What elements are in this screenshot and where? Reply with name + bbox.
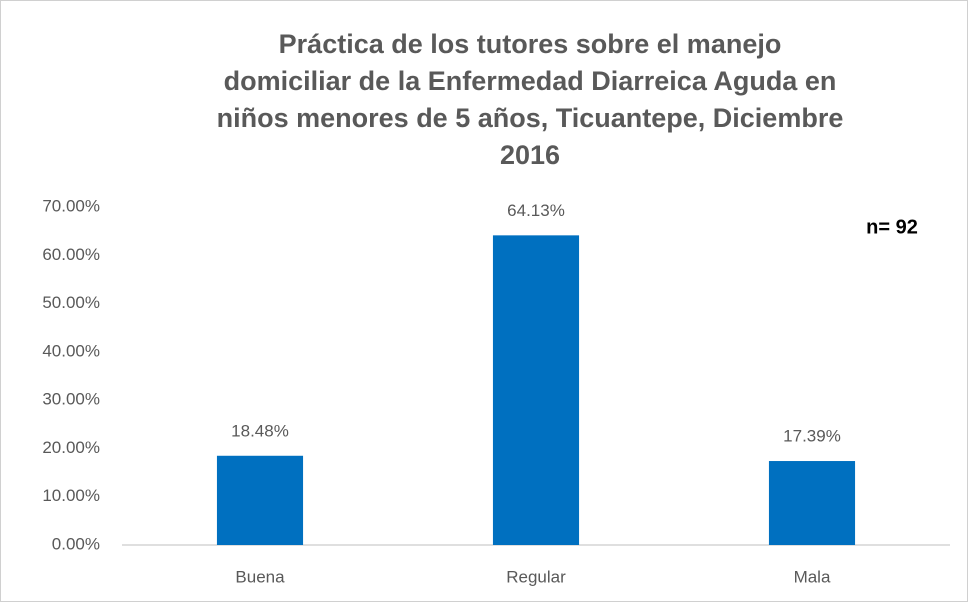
annotation: n= 92 (866, 216, 918, 238)
chart-title: 2016 (500, 140, 560, 170)
chart-title: domiciliar de la Enfermedad Diarreica Ag… (224, 66, 837, 96)
data-label: 17.39% (783, 427, 841, 446)
y-tick-label: 70.00% (42, 196, 100, 215)
y-tick-label: 20.00% (42, 438, 100, 457)
y-tick-label: 30.00% (42, 390, 100, 409)
y-tick-label: 50.00% (42, 293, 100, 312)
x-tick-label: Regular (506, 567, 566, 586)
y-tick-label: 10.00% (42, 486, 100, 505)
data-label: 18.48% (231, 421, 289, 440)
x-tick-label: Buena (235, 567, 285, 586)
chart-title: niños menores de 5 años, Ticuantepe, Dic… (217, 103, 844, 133)
y-tick-label: 40.00% (42, 341, 100, 360)
y-tick-label: 60.00% (42, 245, 100, 264)
bar (216, 455, 304, 545)
y-tick-label: 0.00% (52, 534, 100, 553)
bar (492, 235, 580, 545)
bar (768, 461, 856, 545)
data-label: 64.13% (507, 201, 565, 220)
x-tick-label: Mala (794, 567, 831, 586)
chart-title: Práctica de los tutores sobre el manejo (279, 29, 782, 59)
